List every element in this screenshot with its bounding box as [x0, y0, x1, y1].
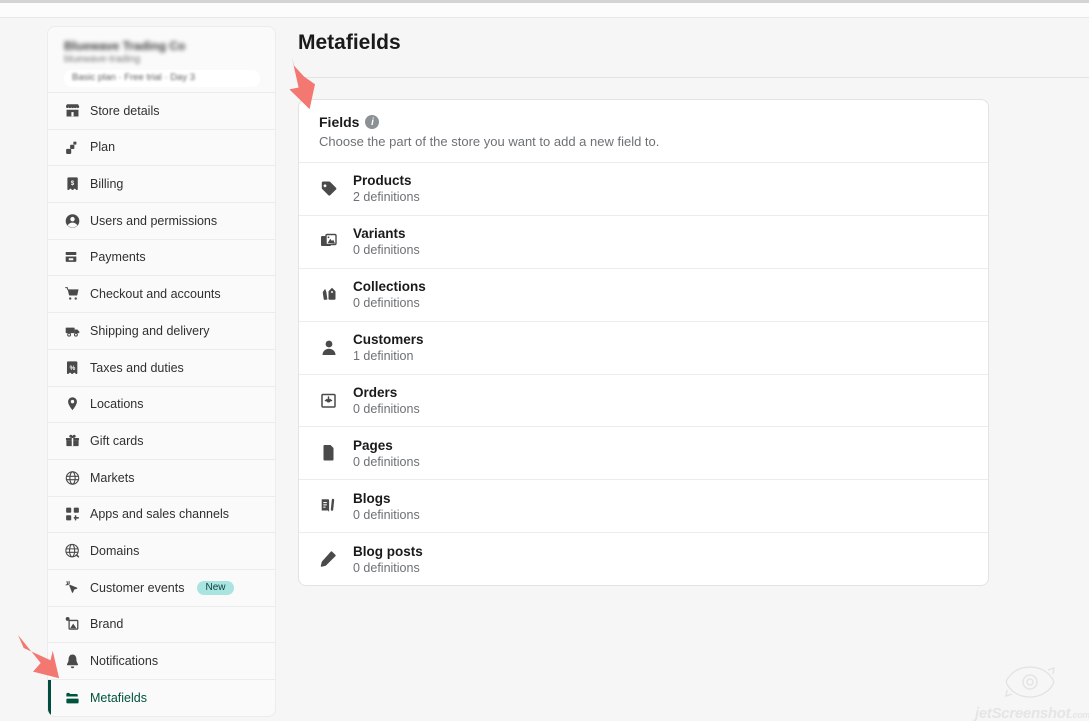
svg-text:%: % — [70, 365, 76, 372]
